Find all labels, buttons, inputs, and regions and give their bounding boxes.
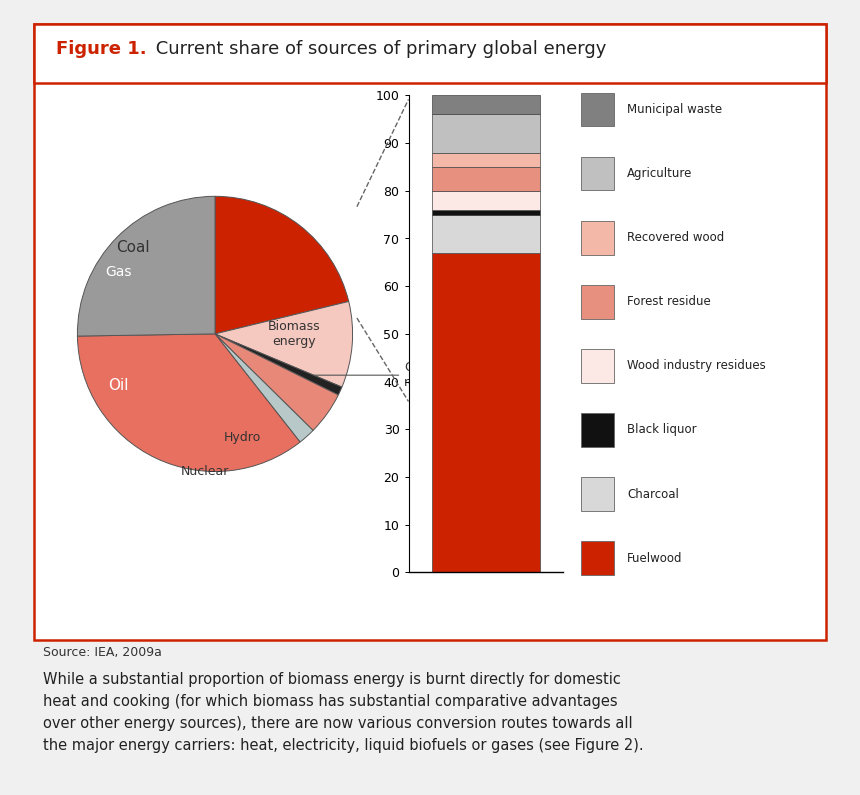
- Bar: [580, 93, 614, 126]
- Text: Municipal waste: Municipal waste: [627, 103, 722, 116]
- Wedge shape: [215, 301, 353, 387]
- Text: Charcoal: Charcoal: [627, 487, 679, 501]
- Bar: [580, 285, 614, 319]
- Text: Black liquor: Black liquor: [627, 424, 697, 436]
- Bar: [432, 167, 540, 191]
- Wedge shape: [215, 196, 348, 334]
- Wedge shape: [215, 334, 313, 442]
- Bar: [432, 114, 540, 153]
- Text: Other
renewables: Other renewables: [314, 361, 476, 390]
- Text: Gas: Gas: [106, 265, 132, 279]
- Bar: [432, 210, 540, 215]
- Bar: [432, 215, 540, 253]
- Text: Nuclear: Nuclear: [181, 465, 229, 478]
- Bar: [580, 157, 614, 191]
- Text: Forest residue: Forest residue: [627, 296, 710, 308]
- Text: Coal: Coal: [115, 240, 150, 255]
- Bar: [432, 95, 540, 114]
- Bar: [432, 153, 540, 167]
- Bar: [580, 413, 614, 447]
- Bar: [580, 349, 614, 382]
- Text: Hydro: Hydro: [224, 431, 261, 444]
- Text: Wood industry residues: Wood industry residues: [627, 359, 765, 372]
- Text: Biomass
energy: Biomass energy: [267, 320, 321, 348]
- Wedge shape: [77, 334, 300, 471]
- Bar: [580, 221, 614, 254]
- Text: While a substantial proportion of biomass energy is burnt directly for domestic
: While a substantial proportion of biomas…: [43, 672, 643, 754]
- Wedge shape: [215, 334, 342, 395]
- Text: Oil: Oil: [108, 378, 129, 393]
- Bar: [580, 477, 614, 510]
- Text: Current share of sources of primary global energy: Current share of sources of primary glob…: [150, 41, 607, 58]
- Text: Source: IEA, 2009a: Source: IEA, 2009a: [43, 646, 162, 658]
- Text: Figure 1.: Figure 1.: [56, 41, 146, 58]
- Text: Recovered wood: Recovered wood: [627, 231, 724, 244]
- Text: Fuelwood: Fuelwood: [627, 552, 683, 564]
- Wedge shape: [215, 334, 338, 430]
- Text: Agriculture: Agriculture: [627, 167, 692, 180]
- Bar: [432, 253, 540, 572]
- Bar: [432, 191, 540, 210]
- Wedge shape: [77, 196, 215, 336]
- Bar: [580, 541, 614, 575]
